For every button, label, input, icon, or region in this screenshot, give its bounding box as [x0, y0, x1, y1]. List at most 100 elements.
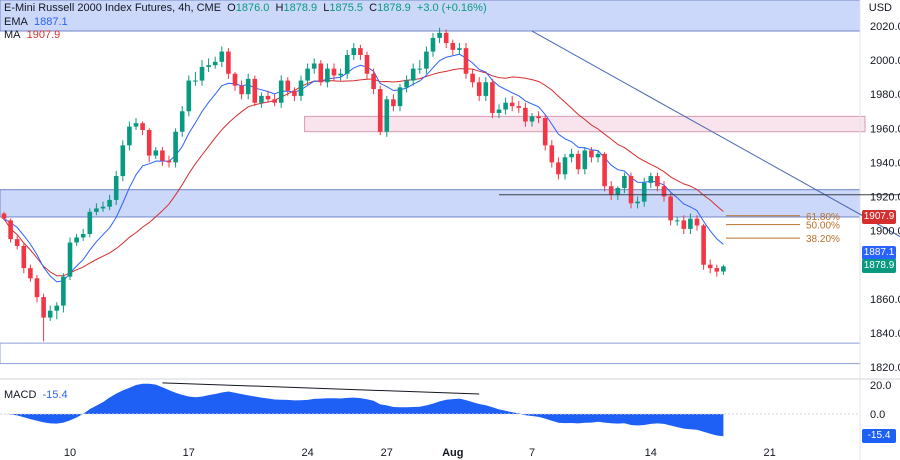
- candle-body: [21, 245, 27, 269]
- ema-line: [3, 53, 724, 283]
- candle-body: [542, 118, 548, 146]
- candle-body: [714, 268, 720, 272]
- candle-body: [516, 106, 522, 108]
- candle-body: [655, 176, 660, 187]
- candle-body: [364, 54, 370, 74]
- price-tick-label: 1840.0: [870, 328, 900, 340]
- resistance-zone: [0, 189, 861, 218]
- candle-body: [252, 78, 258, 103]
- candle-body: [61, 276, 66, 306]
- candle-body: [529, 116, 535, 122]
- macd-legend[interactable]: MACD -15.4: [4, 389, 68, 401]
- candle-body: [344, 54, 350, 74]
- candle-body: [120, 145, 126, 177]
- fib-level-label: 50.00%: [806, 221, 840, 232]
- candle-body: [615, 187, 621, 195]
- candle-body: [219, 51, 225, 62]
- support-zone: [0, 342, 861, 365]
- candle-body: [34, 278, 40, 298]
- candle-body: [245, 78, 251, 95]
- candle-body: [681, 220, 687, 229]
- fib-level-label: 38.20%: [806, 234, 840, 245]
- date-tick-label: 10: [64, 447, 76, 459]
- last-price-tag: 1878.9: [862, 259, 896, 274]
- candle-body: [127, 126, 132, 146]
- ma-legend[interactable]: MA 1907.9: [4, 29, 60, 41]
- candle-body: [325, 68, 330, 83]
- ma-line: [3, 68, 724, 277]
- candle-body: [298, 80, 304, 96]
- date-tick-label: 27: [381, 447, 393, 459]
- candle-body: [259, 95, 264, 103]
- date-tick-label: 24: [301, 447, 313, 459]
- price-tick-label: 1920.0: [870, 192, 900, 204]
- candle-body: [575, 153, 581, 170]
- macd-tick-label: 0.0: [870, 409, 885, 421]
- price-tick-label: 2000.0: [870, 55, 900, 67]
- candle-body: [641, 182, 647, 202]
- candle-body: [1, 213, 7, 219]
- candle-body: [239, 85, 244, 95]
- candle-body: [318, 63, 324, 83]
- candle-body: [179, 111, 185, 132]
- candle-body: [463, 48, 469, 74]
- candle-body: [272, 99, 277, 103]
- candle-body: [107, 199, 112, 207]
- close-label: C: [369, 2, 378, 14]
- candle-body: [47, 310, 53, 318]
- candle-body: [549, 145, 555, 163]
- candle-body: [509, 102, 515, 107]
- moving-averages-layer: [3, 53, 724, 283]
- price-tick-label: 2020.0: [870, 21, 900, 33]
- candle-body: [14, 239, 20, 246]
- candle-body: [404, 80, 409, 88]
- price-tick-label: 1940.0: [870, 157, 900, 169]
- axis-labels-layer: 2020.0 2000.0 1980.0 1960.0 1940.0 1920.0 1900…: [64, 21, 900, 459]
- macd-label: MACD: [4, 389, 37, 401]
- candle-body: [186, 80, 192, 112]
- candle-body: [443, 32, 449, 44]
- candle-body: [74, 237, 79, 243]
- candle-body: [311, 63, 317, 69]
- candle-body: [391, 99, 396, 107]
- candle-body: [430, 37, 436, 52]
- downtrend-line: [531, 30, 900, 238]
- candle-body: [556, 162, 561, 175]
- ema-price-tag: 1887.1: [862, 245, 896, 260]
- price-tick-label: 1900.0: [870, 226, 900, 238]
- candle-body: [701, 225, 706, 265]
- candle-body: [384, 99, 390, 132]
- candle-body: [602, 153, 607, 187]
- candle-body: [212, 61, 218, 66]
- open-value: 1876.0: [235, 2, 270, 14]
- symbol-legend[interactable]: E-Mini Russell 2000 Index Futures, 4h, C…: [4, 2, 487, 14]
- candle-body: [707, 264, 713, 269]
- ema-label: EMA: [4, 16, 28, 28]
- candle-body: [424, 51, 429, 69]
- candle-body: [622, 176, 627, 188]
- candle-body: [140, 123, 145, 131]
- drawings-layer: 61.80%50.00% 38.20%: [499, 30, 900, 245]
- high-label: H: [275, 2, 284, 14]
- candle-body: [54, 305, 60, 311]
- candle-body: [160, 150, 165, 161]
- candle-body: [490, 82, 495, 113]
- candle-body: [351, 48, 357, 55]
- ema-legend[interactable]: EMA 1887.1: [4, 16, 68, 28]
- candle-body: [173, 131, 178, 163]
- date-tick-label: 7: [529, 447, 535, 459]
- candle-body: [305, 68, 310, 81]
- candle-body: [674, 220, 680, 222]
- candle-body: [80, 234, 86, 238]
- candle-body: [628, 176, 634, 204]
- macd-tick-label: 20.0: [870, 380, 891, 392]
- candle-body: [199, 66, 205, 81]
- candle-body: [8, 220, 13, 240]
- close-value: 1878.9: [377, 2, 411, 14]
- candle-body: [668, 196, 673, 221]
- candle-body: [417, 68, 423, 70]
- candle-body: [661, 186, 667, 197]
- macd-divergence-line: [162, 382, 480, 395]
- candle-body: [397, 87, 403, 107]
